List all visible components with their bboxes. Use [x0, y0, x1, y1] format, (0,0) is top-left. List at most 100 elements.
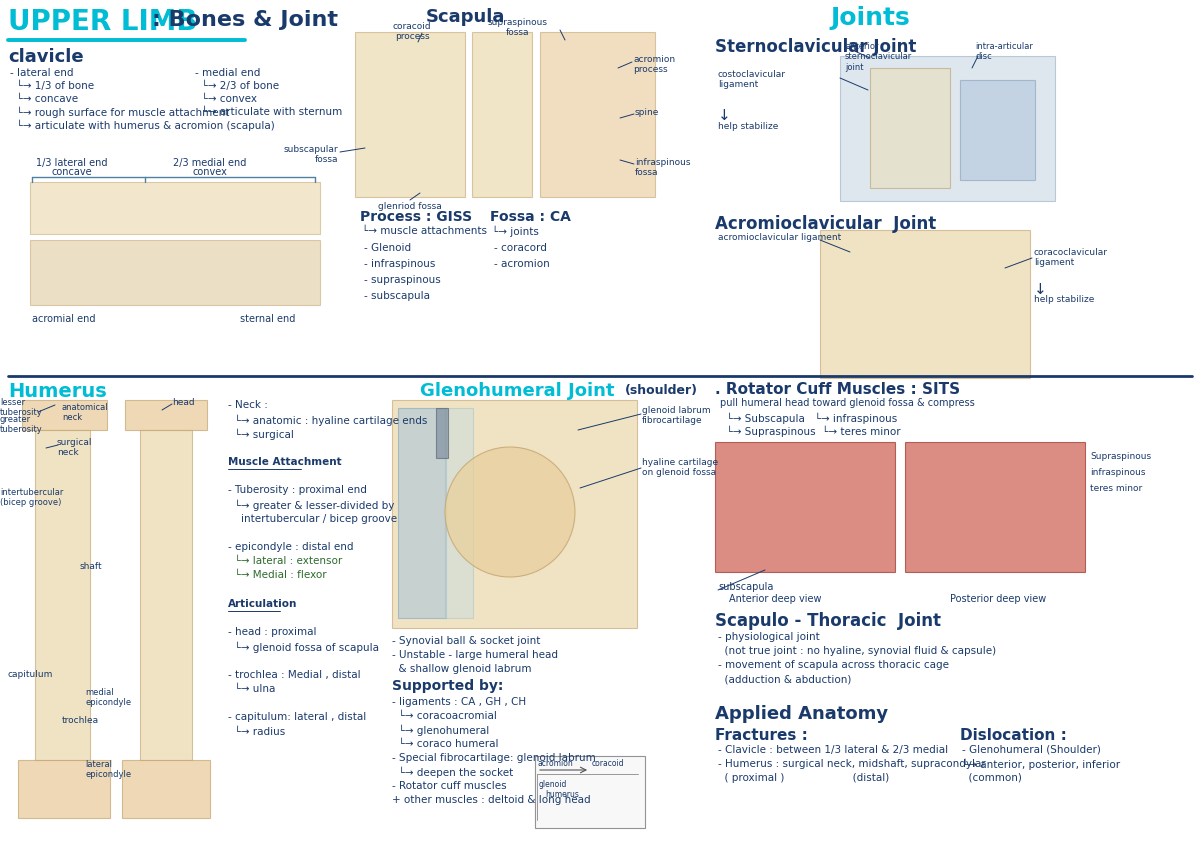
Bar	[122, 760, 210, 818]
Text: . Rotator Cuff Muscles : SITS: . Rotator Cuff Muscles : SITS	[715, 382, 960, 397]
Text: infraspinous
fossa: infraspinous fossa	[635, 158, 690, 177]
Text: └→ muscle attachments: └→ muscle attachments	[362, 226, 487, 236]
Text: └→ Supraspinous  └→ teres minor: └→ Supraspinous └→ teres minor	[720, 426, 901, 438]
Text: Acromioclavicular  Joint: Acromioclavicular Joint	[715, 215, 936, 233]
Text: supraspinous
fossa: supraspinous fossa	[488, 18, 548, 37]
Bar	[392, 400, 637, 628]
Text: trochlea: trochlea	[62, 716, 100, 725]
Bar	[35, 430, 90, 760]
Text: └→ deepen the socket: └→ deepen the socket	[392, 767, 514, 778]
Text: shaft: shaft	[80, 562, 103, 571]
Text: - supraspinous: - supraspinous	[364, 275, 440, 285]
Bar	[18, 760, 110, 818]
Text: └→ joints: └→ joints	[492, 226, 539, 237]
Text: 2/3 medial end: 2/3 medial end	[173, 158, 247, 168]
Text: acromion
process: acromion process	[634, 55, 676, 75]
Text: Dislocation :: Dislocation :	[960, 728, 1067, 743]
Text: Fractures :: Fractures :	[715, 728, 808, 743]
Text: └→ concave: └→ concave	[10, 94, 78, 104]
Text: Scapulo - Thoracic  Joint: Scapulo - Thoracic Joint	[715, 612, 941, 630]
Bar	[840, 56, 1055, 201]
Bar	[22, 400, 107, 430]
Text: coracoid
process: coracoid process	[392, 22, 431, 42]
Text: - Special fibrocartilage: glenoid labrum: - Special fibrocartilage: glenoid labrum	[392, 753, 595, 763]
Text: Scapula: Scapula	[425, 8, 505, 26]
Text: └→ greater & lesser-divided by: └→ greater & lesser-divided by	[228, 499, 395, 510]
Text: - head : proximal: - head : proximal	[228, 628, 317, 637]
Text: - Glenohumeral (Shoulder): - Glenohumeral (Shoulder)	[962, 745, 1100, 755]
Text: Sternoclavicular Joint: Sternoclavicular Joint	[715, 38, 917, 56]
Text: help stabilize: help stabilize	[1034, 295, 1094, 304]
Text: intertubercular / bicep groove: intertubercular / bicep groove	[228, 514, 397, 523]
Text: lesser
tuberosity: lesser tuberosity	[0, 398, 43, 417]
Text: surgical
neck: surgical neck	[58, 438, 92, 457]
Text: - subscapula: - subscapula	[364, 291, 430, 301]
Ellipse shape	[445, 447, 575, 577]
Text: - lateral end: - lateral end	[10, 68, 73, 78]
Text: - movement of scapula across thoracic cage: - movement of scapula across thoracic ca…	[718, 660, 949, 670]
Text: spine: spine	[635, 108, 659, 117]
Text: + other muscles : deltoid & long head: + other muscles : deltoid & long head	[392, 795, 590, 805]
Text: greater
tuberosity: greater tuberosity	[0, 415, 43, 434]
Text: : Bones & Joint: : Bones & Joint	[152, 10, 338, 30]
Bar	[715, 442, 895, 572]
Text: ( proximal )                     (distal): ( proximal ) (distal)	[718, 773, 889, 783]
Text: pull humeral head toward glenoid fossa & compress: pull humeral head toward glenoid fossa &…	[720, 398, 974, 408]
Text: 1/3 lateral end: 1/3 lateral end	[36, 158, 108, 168]
Text: concave: concave	[52, 167, 92, 177]
Bar	[820, 230, 1030, 378]
Text: lateral
epicondyle: lateral epicondyle	[85, 760, 131, 779]
Text: Applied Anatomy: Applied Anatomy	[715, 705, 888, 723]
Bar	[30, 240, 320, 305]
Bar	[960, 80, 1034, 180]
Text: glenoid: glenoid	[539, 780, 568, 789]
Bar	[355, 32, 466, 197]
Text: └→ anatomic : hyaline cartilage ends: └→ anatomic : hyaline cartilage ends	[228, 414, 427, 426]
Text: └→ surgical: └→ surgical	[228, 428, 294, 440]
Text: - infraspinous: - infraspinous	[364, 259, 436, 269]
Text: Supraspinous: Supraspinous	[1090, 452, 1151, 461]
Text: - Clavicle : between 1/3 lateral & 2/3 medial: - Clavicle : between 1/3 lateral & 2/3 m…	[718, 745, 948, 755]
Text: - capitulum: lateral , distal: - capitulum: lateral , distal	[228, 712, 366, 722]
Text: ↓: ↓	[718, 108, 731, 123]
Text: (not true joint : no hyaline, synovial fluid & capsule): (not true joint : no hyaline, synovial f…	[718, 646, 996, 656]
Text: - ligaments : CA , GH , CH: - ligaments : CA , GH , CH	[392, 697, 526, 707]
Text: Glenohumeral Joint: Glenohumeral Joint	[420, 382, 614, 400]
Text: sternal end: sternal end	[240, 314, 295, 324]
Text: Posterior deep view: Posterior deep view	[950, 594, 1046, 604]
Bar	[125, 400, 208, 430]
Text: └→ articulate with humerus & acromion (scapula): └→ articulate with humerus & acromion (s…	[10, 120, 275, 131]
Text: & shallow glenoid labrum: & shallow glenoid labrum	[392, 664, 532, 674]
Text: subscapula: subscapula	[718, 582, 773, 592]
Text: - Tuberosity : proximal end: - Tuberosity : proximal end	[228, 485, 367, 495]
Text: - Synovial ball & socket joint: - Synovial ball & socket joint	[392, 636, 540, 646]
Text: - trochlea : Medial , distal: - trochlea : Medial , distal	[228, 670, 361, 680]
Text: Supported by:: Supported by:	[392, 679, 503, 693]
Text: help stabilize: help stabilize	[718, 122, 779, 131]
Text: (shoulder): (shoulder)	[625, 384, 698, 397]
Text: - Neck :: - Neck :	[228, 400, 268, 410]
Text: └→ coracoacromial: └→ coracoacromial	[392, 711, 497, 721]
Text: └→ 2/3 of bone: └→ 2/3 of bone	[194, 81, 280, 92]
Text: └→ lateral : extensor: └→ lateral : extensor	[228, 556, 342, 566]
Text: └→ articulate with sternum: └→ articulate with sternum	[194, 107, 342, 117]
Text: intra-articular
disc: intra-articular disc	[974, 42, 1033, 61]
Text: convex: convex	[192, 167, 228, 177]
Text: - Glenoid: - Glenoid	[364, 243, 412, 253]
Text: - Humerus : surgical neck, midshaft, supracondylar: - Humerus : surgical neck, midshaft, sup…	[718, 759, 985, 769]
Bar	[535, 756, 646, 828]
Text: └→ anterior, posterior, inferior: └→ anterior, posterior, inferior	[962, 759, 1120, 770]
Bar	[398, 408, 446, 618]
Text: ↓: ↓	[1034, 282, 1046, 297]
Text: └→ glenoid fossa of scapula: └→ glenoid fossa of scapula	[228, 641, 379, 653]
Bar	[140, 430, 192, 760]
Text: - medial end: - medial end	[194, 68, 260, 78]
Text: └→ radius: └→ radius	[228, 727, 286, 737]
Text: Joints: Joints	[830, 6, 910, 30]
Text: infraspinous: infraspinous	[1090, 468, 1146, 477]
Text: glenoid labrum
fibrocartilage: glenoid labrum fibrocartilage	[642, 406, 710, 426]
Text: Muscle Attachment: Muscle Attachment	[228, 457, 342, 466]
Text: └→ ulna: └→ ulna	[228, 684, 275, 694]
Bar	[445, 408, 473, 618]
Text: clavicle: clavicle	[8, 48, 84, 66]
